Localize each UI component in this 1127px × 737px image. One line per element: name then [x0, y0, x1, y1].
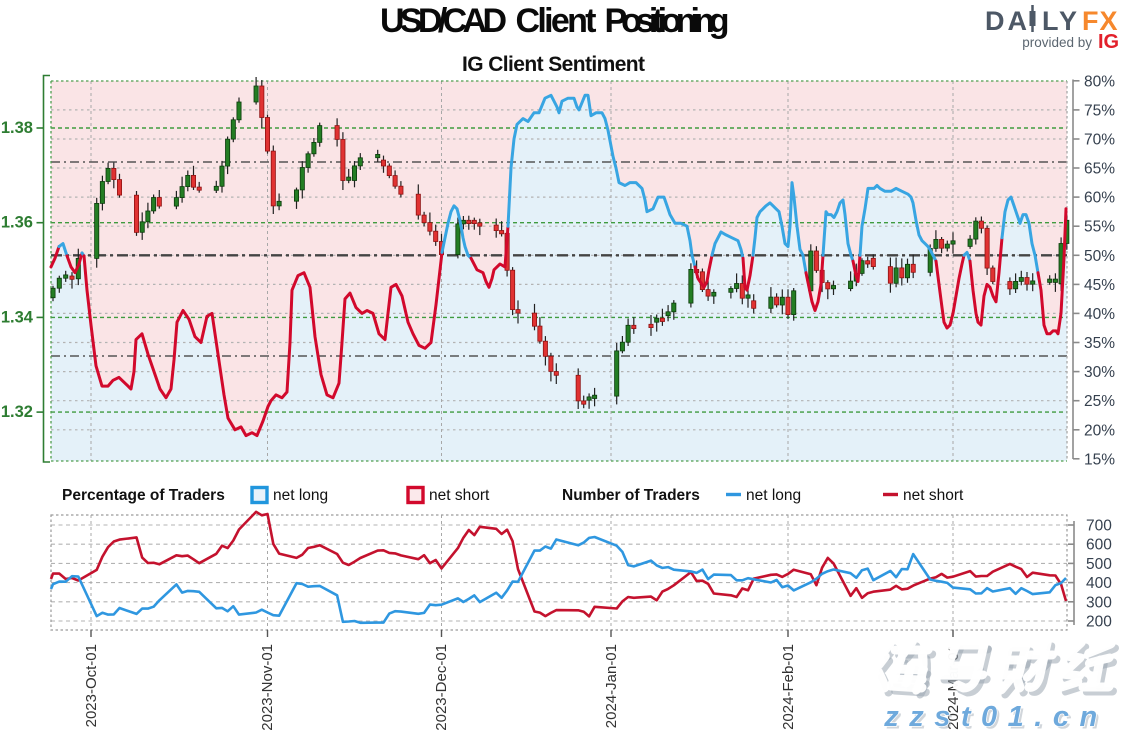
svg-text:Number of Traders: Number of Traders [562, 487, 700, 504]
svg-text:IG Client Sentiment: IG Client Sentiment [462, 53, 645, 76]
svg-text:15%: 15% [1084, 451, 1115, 468]
svg-text:50%: 50% [1084, 248, 1115, 265]
svg-text:1.32: 1.32 [1, 403, 33, 421]
svg-text:IG: IG [1098, 31, 1119, 53]
svg-text:Client: Client [516, 2, 597, 40]
svg-text:zzst01.cn: zzst01.cn [883, 701, 1107, 732]
svg-text:200: 200 [1086, 614, 1112, 631]
svg-text:net long: net long [746, 487, 801, 504]
svg-text:80%: 80% [1084, 73, 1115, 90]
svg-text:45%: 45% [1084, 277, 1115, 294]
svg-text:300: 300 [1086, 594, 1112, 611]
svg-text:30%: 30% [1084, 364, 1115, 381]
svg-text:LY: LY [1042, 6, 1080, 36]
svg-text:60%: 60% [1084, 190, 1115, 207]
svg-text:provided by: provided by [1022, 35, 1092, 50]
svg-text:2024-Feb-01: 2024-Feb-01 [780, 644, 797, 730]
svg-text:net long: net long [273, 487, 328, 504]
svg-text:USD/CAD: USD/CAD [380, 2, 507, 40]
svg-text:20%: 20% [1084, 422, 1115, 439]
svg-text:DA: DA [985, 6, 1030, 36]
svg-text:65%: 65% [1084, 161, 1115, 178]
svg-text:75%: 75% [1084, 102, 1115, 119]
svg-text:40%: 40% [1084, 306, 1115, 323]
svg-text:FX: FX [1082, 6, 1119, 36]
svg-text:2023-Oct-01: 2023-Oct-01 [83, 644, 100, 727]
svg-text:25%: 25% [1084, 393, 1115, 410]
svg-text:zzst01.cn: zzst01.cn [886, 704, 1110, 733]
svg-text:1.34: 1.34 [1, 308, 34, 326]
svg-text:2023-Dec-01: 2023-Dec-01 [433, 644, 450, 731]
svg-text:2024-Jan-01: 2024-Jan-01 [603, 644, 620, 728]
svg-text:500: 500 [1086, 556, 1112, 573]
svg-text:600: 600 [1086, 537, 1112, 554]
svg-text:1.38: 1.38 [1, 119, 33, 137]
svg-text:70%: 70% [1084, 132, 1115, 149]
svg-text:400: 400 [1086, 575, 1112, 592]
svg-text:1.36: 1.36 [1, 214, 33, 232]
svg-text:net short: net short [903, 487, 964, 504]
svg-text:net short: net short [429, 487, 490, 504]
svg-text:700: 700 [1086, 518, 1112, 535]
svg-text:35%: 35% [1084, 335, 1115, 352]
svg-text:55%: 55% [1084, 219, 1115, 236]
svg-text:Percentage of Traders: Percentage of Traders [62, 487, 225, 504]
svg-text:2023-Nov-01: 2023-Nov-01 [259, 644, 276, 731]
svg-text:Positioning: Positioning [605, 2, 730, 40]
